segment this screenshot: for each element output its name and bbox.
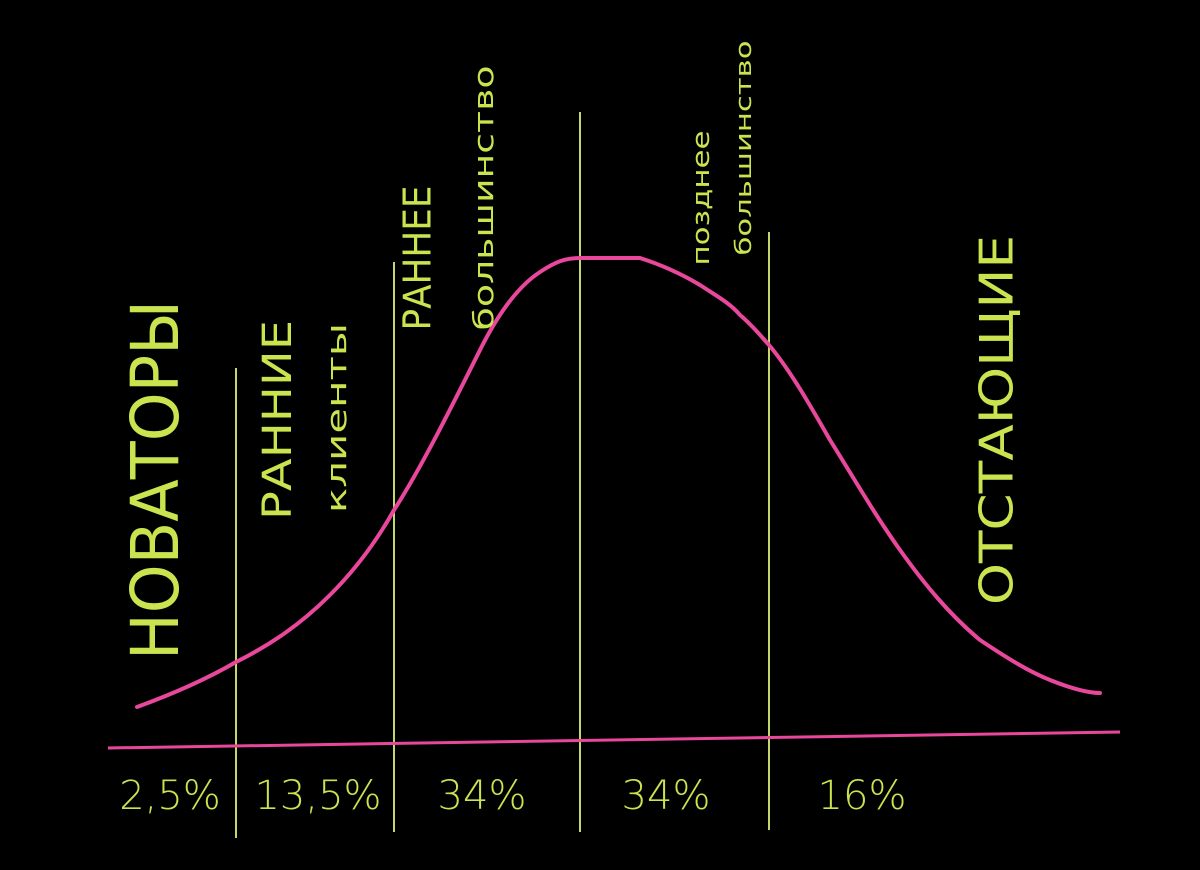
bell-curve bbox=[135, 256, 1102, 709]
segment-label: НОВАТОРЫ bbox=[117, 300, 194, 660]
share-label: 2,5% bbox=[119, 773, 221, 819]
segment-label: позднее bbox=[687, 131, 715, 266]
baseline bbox=[107, 730, 1121, 750]
segment-label: большинство bbox=[732, 41, 757, 256]
segment-label: ОТСТАЮЩИЕ bbox=[970, 235, 1024, 605]
segment-label: РАННИЕ bbox=[255, 320, 301, 520]
share-label: 13,5% bbox=[254, 773, 381, 819]
share-label: 34% bbox=[438, 773, 527, 819]
share-label: 16% bbox=[818, 773, 907, 819]
segment-label: большинство bbox=[467, 66, 500, 331]
segment-label: РАННЕЕ bbox=[396, 186, 440, 331]
segment-label: клиенты bbox=[320, 323, 353, 513]
share-label: 34% bbox=[622, 773, 711, 819]
